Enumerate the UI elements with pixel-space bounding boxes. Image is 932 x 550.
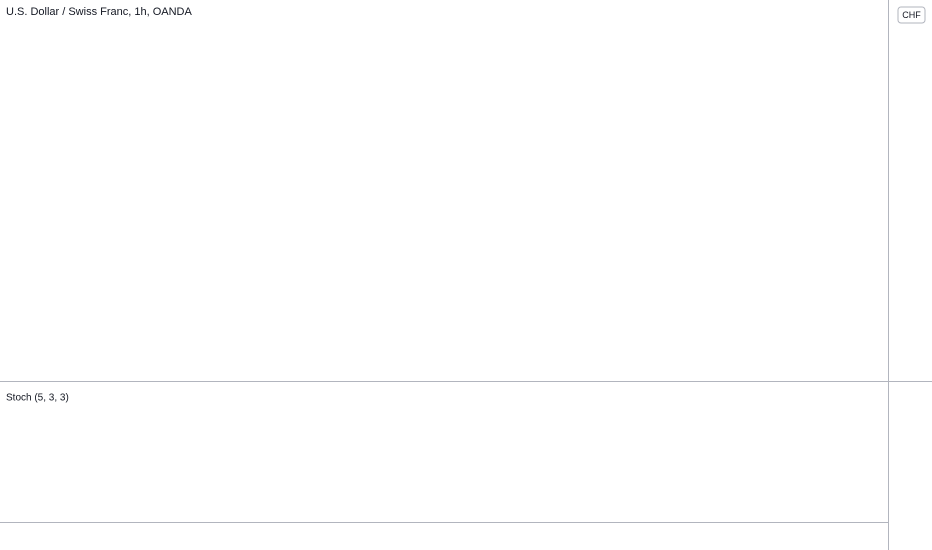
- indicator-title: Stoch (5, 3, 3): [6, 393, 69, 404]
- chart-title: U.S. Dollar / Swiss Franc, 1h, OANDA: [6, 6, 192, 18]
- currency-button[interactable]: [897, 6, 926, 24]
- currency-label[interactable]: CHF: [902, 10, 921, 20]
